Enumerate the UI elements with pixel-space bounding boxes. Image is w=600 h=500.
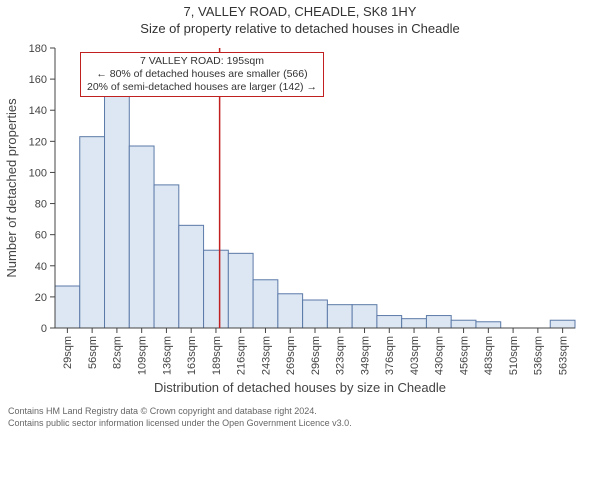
x-tick-label: 163sqm [186,336,198,375]
marker-annotation: 7 VALLEY ROAD: 195sqm ← 80% of detached … [80,52,324,97]
x-tick-label: 29sqm [62,336,74,369]
x-tick-label: 563sqm [557,336,569,375]
y-tick-label: 120 [29,136,47,148]
histogram-bar [377,316,402,328]
y-axis-label: Number of detached properties [4,98,19,278]
chart-container: 7 VALLEY ROAD: 195sqm ← 80% of detached … [0,38,600,378]
credits-line-2: Contains public sector information licen… [8,417,592,429]
y-tick-label: 40 [35,261,47,273]
histogram-bar [105,95,130,328]
x-tick-label: 243sqm [260,336,272,375]
x-tick-label: 430sqm [434,336,446,375]
histogram-bar [80,137,105,328]
x-tick-label: 323sqm [335,336,347,375]
y-tick-label: 60 [35,230,47,242]
x-tick-label: 510sqm [508,336,520,375]
histogram-bar [154,185,179,328]
x-tick-label: 296sqm [310,336,322,375]
histogram-bar [204,250,229,328]
annotation-line-2: ← 80% of detached houses are smaller (56… [87,68,317,81]
x-tick-label: 216sqm [236,336,248,375]
histogram-bar [55,286,80,328]
x-tick-label: 483sqm [483,336,495,375]
y-tick-label: 80 [35,199,47,211]
histogram-bar [253,280,278,328]
x-tick-label: 82sqm [112,336,124,369]
x-tick-label: 376sqm [384,336,396,375]
credits-line-1: Contains HM Land Registry data © Crown c… [8,405,592,417]
histogram-bar [303,300,328,328]
x-tick-label: 456sqm [458,336,470,375]
histogram-bar [228,253,253,328]
y-tick-label: 140 [29,105,47,117]
x-tick-label: 403sqm [409,336,421,375]
histogram-bar [476,322,501,328]
page-title: 7, VALLEY ROAD, CHEADLE, SK8 1HY [0,4,600,19]
credits: Contains HM Land Registry data © Crown c… [8,405,592,429]
y-tick-label: 100 [29,167,47,179]
histogram-bar [451,320,476,328]
x-tick-label: 136sqm [161,336,173,375]
x-tick-label: 189sqm [211,336,223,375]
histogram-bar [129,146,154,328]
x-tick-label: 536sqm [533,336,545,375]
x-axis-label: Distribution of detached houses by size … [0,380,600,395]
histogram-bar [550,320,575,328]
y-tick-label: 160 [29,74,47,86]
histogram-bar [352,305,377,328]
x-tick-label: 269sqm [285,336,297,375]
annotation-line-1: 7 VALLEY ROAD: 195sqm [87,55,317,68]
y-tick-label: 20 [35,292,47,304]
page-subtitle: Size of property relative to detached ho… [0,21,600,36]
x-tick-label: 349sqm [359,336,371,375]
annotation-line-3: 20% of semi-detached houses are larger (… [87,81,317,94]
x-tick-label: 109sqm [137,336,149,375]
y-tick-label: 0 [41,323,47,335]
x-tick-label: 56sqm [87,336,99,369]
histogram-bar [402,319,427,328]
histogram-bar [278,294,303,328]
y-tick-label: 180 [29,43,47,55]
histogram-bar [179,225,204,328]
histogram-bar [426,316,451,328]
histogram-bar [327,305,352,328]
